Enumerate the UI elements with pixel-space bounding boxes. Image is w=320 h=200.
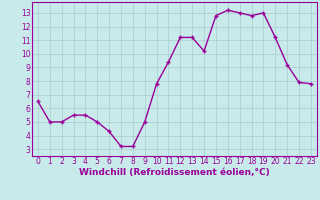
- X-axis label: Windchill (Refroidissement éolien,°C): Windchill (Refroidissement éolien,°C): [79, 168, 270, 177]
